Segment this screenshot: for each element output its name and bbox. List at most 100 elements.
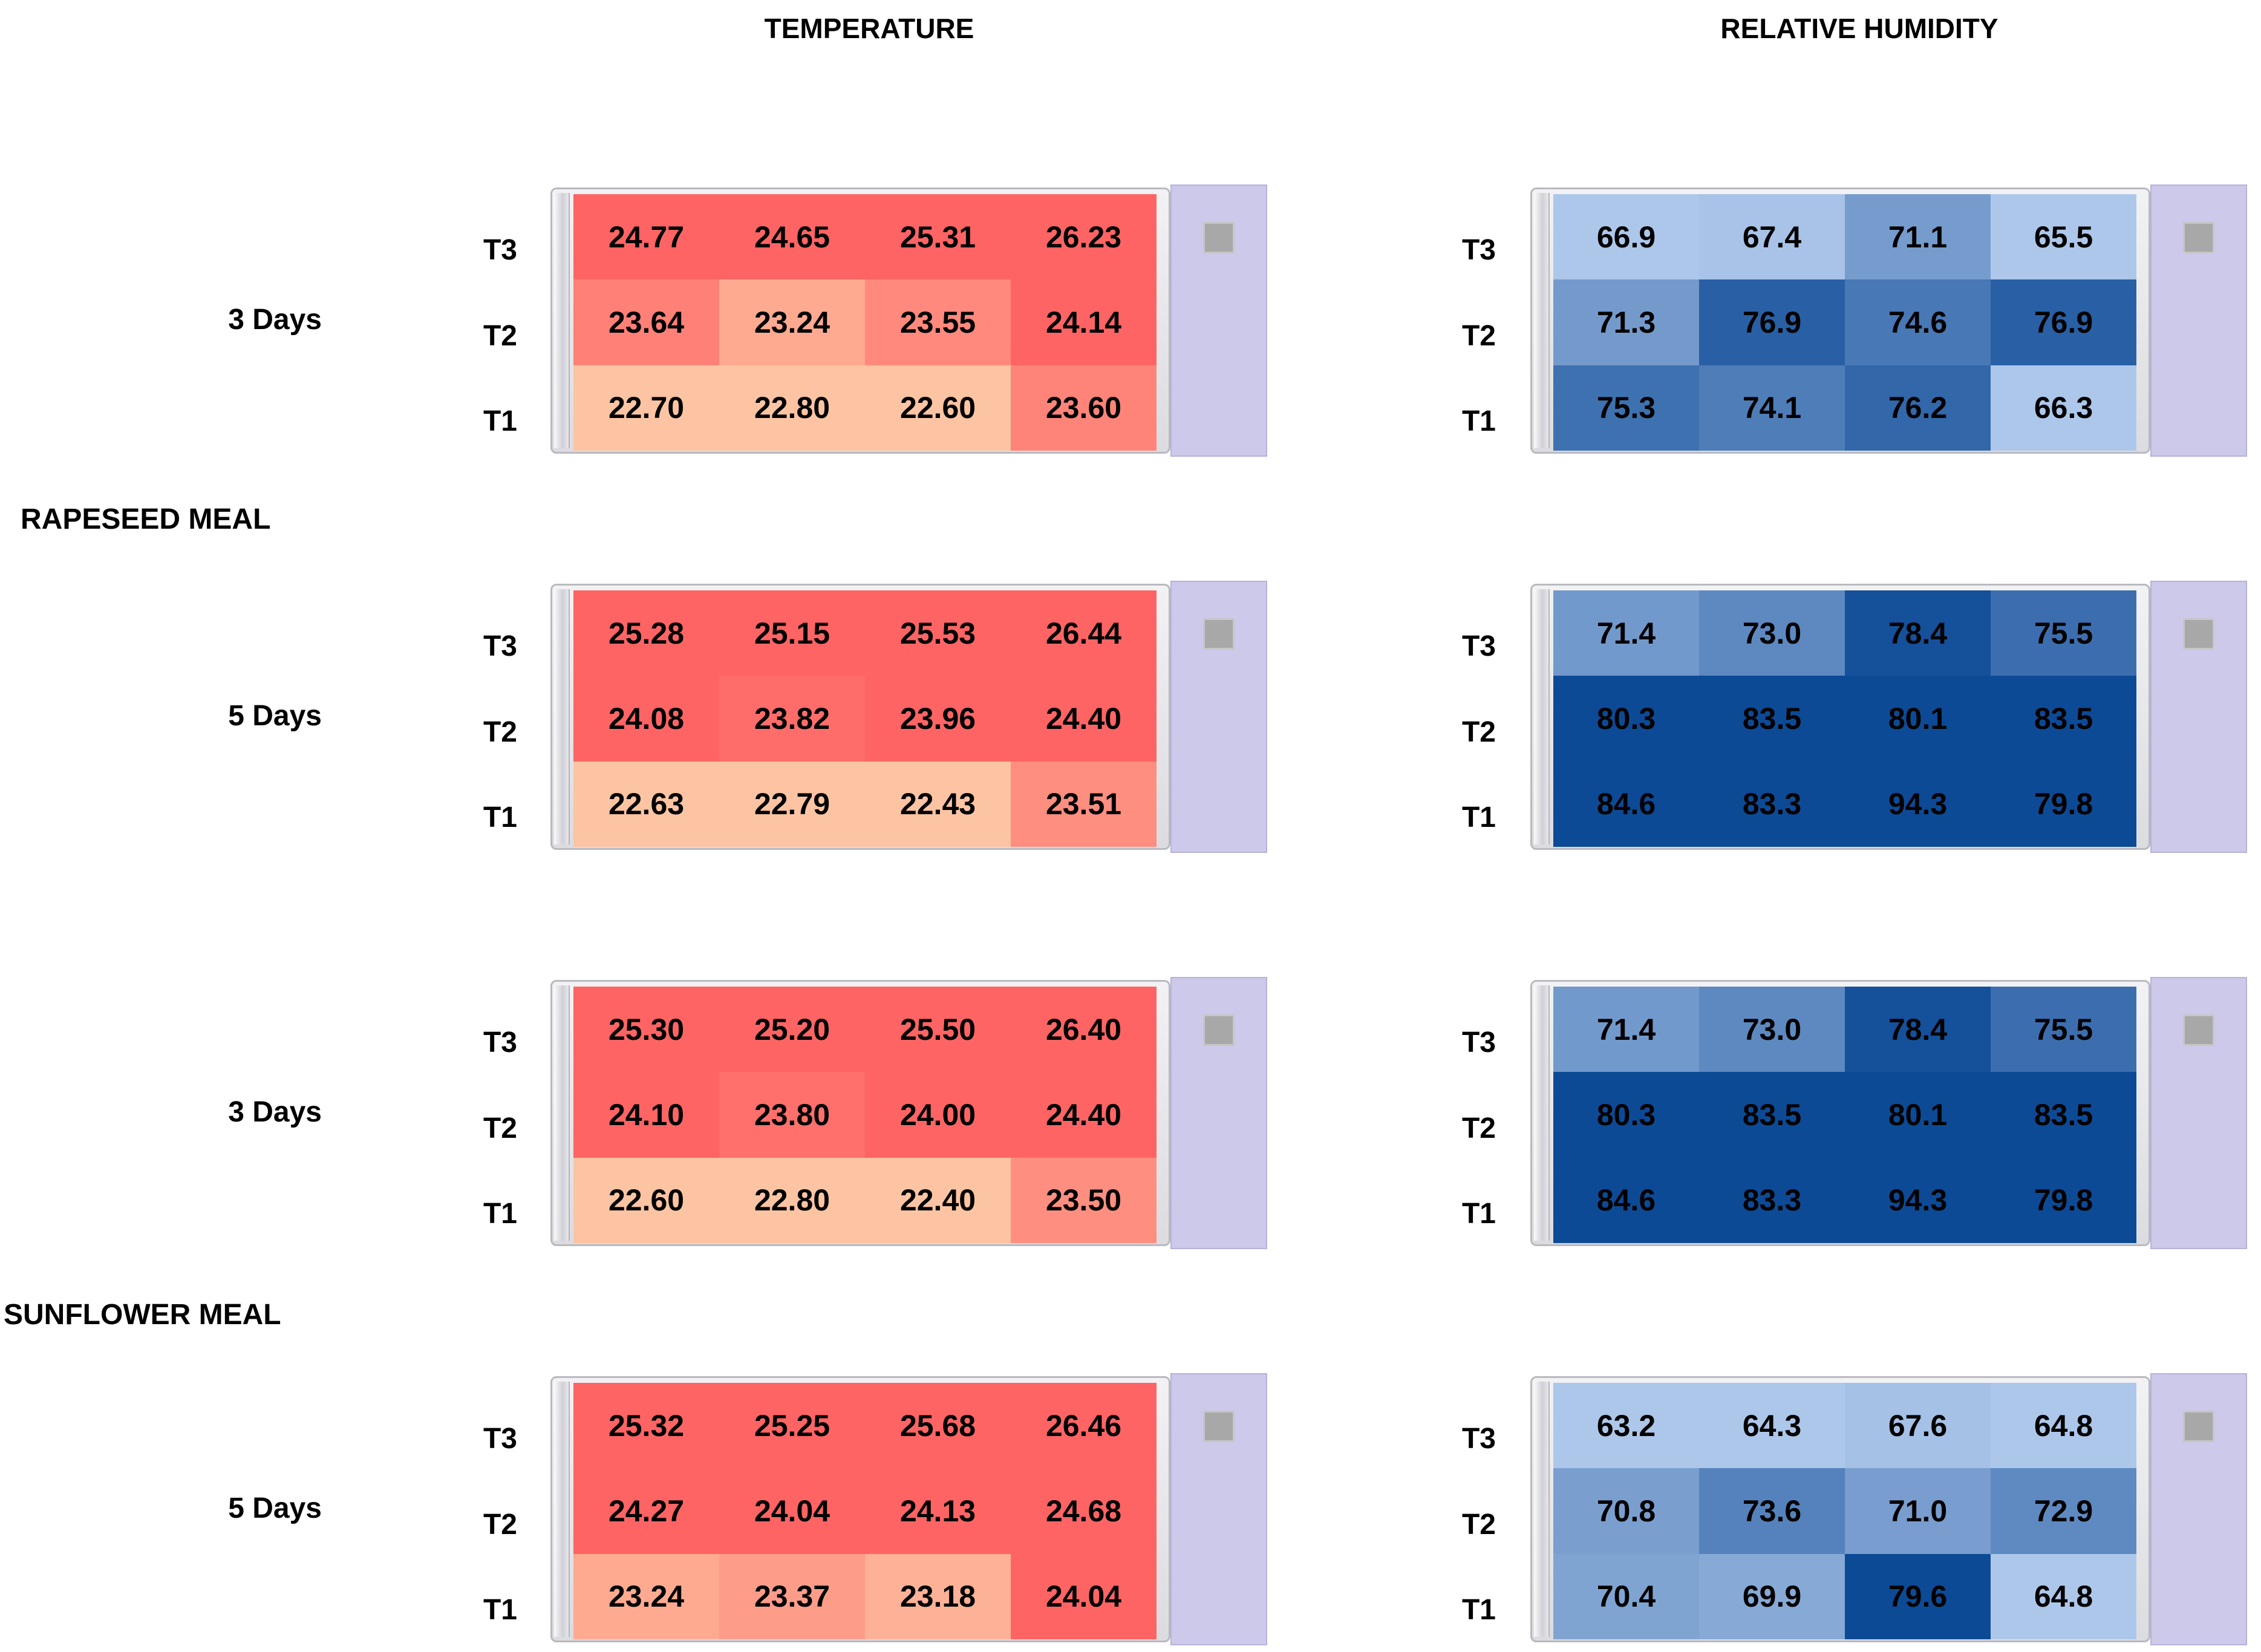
door-marker (1203, 1014, 1235, 1046)
door-marker (2183, 222, 2214, 253)
temperature-heatmap-cell: 24.77 (573, 194, 719, 280)
temperature-heatmap-cell: 24.13 (865, 1468, 1011, 1554)
panel-rail (554, 589, 570, 844)
humidity-heatmap-cell: 70.4 (1553, 1553, 1699, 1639)
humidity-heatmap-cell: 79.8 (1991, 1157, 2136, 1243)
humidity-heatmap-cell: 67.4 (1699, 194, 1845, 280)
temperature-heatmap-cell: 25.53 (865, 590, 1011, 676)
humidity-heatmap-cell: 94.3 (1845, 761, 1991, 847)
humidity-heatmap-cell: 71.1 (1845, 194, 1991, 280)
temperature-heatmap-cell: 24.68 (1011, 1468, 1157, 1554)
panel-door (2150, 581, 2247, 853)
humidity-heatmap-cell: 79.8 (1991, 761, 2136, 847)
temperature-heatmap-cell: 25.32 (573, 1383, 719, 1469)
temperature-row-label: T2 (483, 1509, 517, 1541)
temperature-heatmap-cell: 22.60 (573, 1157, 719, 1243)
temperature-heatmap-cell: 24.04 (719, 1468, 865, 1554)
temperature-heatmap-cell: 23.82 (719, 676, 865, 762)
temperature-heatmap-cell: 22.40 (865, 1157, 1011, 1243)
humidity-row-label: T3 (1461, 1027, 1496, 1059)
temperature-heatmap-cell: 23.96 (865, 676, 1011, 762)
humidity-heatmap-cell: 63.2 (1553, 1383, 1699, 1469)
temperature-heatmap-cell: 24.14 (1011, 279, 1157, 365)
humidity-row-label: T3 (1461, 1423, 1496, 1455)
humidity-heatmap-cell: 74.6 (1845, 279, 1991, 365)
temperature-column-title: TEMPERATURE (764, 13, 974, 44)
humidity-heatmap-cell: 76.9 (1699, 279, 1845, 365)
temperature-heatmap-cell: 25.30 (573, 987, 719, 1072)
humidity-cell-grid: 71.4 73.0 78.4 75.5 80.3 83.5 80.1 83.5 84.6 83.3… (1553, 590, 2136, 847)
temperature-heatmap-panel: 25.30 25.20 25.50 26.40 24.10 23.80 24.00 24.40… (550, 977, 1267, 1249)
humidity-heatmap-cell: 83.3 (1699, 761, 1845, 847)
humidity-row-label: T1 (1461, 405, 1496, 437)
temperature-row-label: T1 (483, 1198, 517, 1230)
temperature-row-label: T3 (483, 234, 517, 266)
temperature-heatmap-cell: 23.80 (719, 1072, 865, 1158)
temperature-heatmap-cell: 22.80 (719, 1157, 865, 1243)
humidity-heatmap-cell: 75.5 (1991, 987, 2136, 1072)
humidity-heatmap-panel: 63.2 64.3 67.6 64.8 70.8 73.6 71.0 72.9 70.4 69.9… (1530, 1373, 2247, 1645)
panel-door (1170, 581, 1267, 853)
temperature-heatmap-cell: 23.51 (1011, 761, 1157, 847)
humidity-heatmap-cell: 83.5 (1699, 676, 1845, 762)
humidity-row-label: T3 (1461, 234, 1496, 266)
temperature-heatmap-cell: 23.24 (573, 1553, 719, 1639)
humidity-cell-grid: 66.9 67.4 71.1 65.5 71.3 76.9 74.6 76.9 75.3 74.1… (1553, 194, 2136, 451)
humidity-heatmap-cell: 72.9 (1991, 1468, 2136, 1554)
humidity-heatmap-cell: 83.3 (1699, 1157, 1845, 1243)
humidity-row-label: T2 (1461, 1509, 1496, 1541)
humidity-heatmap-cell: 74.1 (1699, 365, 1845, 451)
humidity-cell-grid: 71.4 73.0 78.4 75.5 80.3 83.5 80.1 83.5 84.6 83.3… (1553, 987, 2136, 1243)
temperature-heatmap-cell: 26.40 (1011, 987, 1157, 1072)
humidity-heatmap-cell: 78.4 (1845, 987, 1991, 1072)
humidity-heatmap-panel: 71.4 73.0 78.4 75.5 80.3 83.5 80.1 83.5 84.6 83.3… (1530, 977, 2247, 1249)
temperature-heatmap-cell: 22.63 (573, 761, 719, 847)
temperature-heatmap-cell: 26.23 (1011, 194, 1157, 280)
temperature-heatmap-cell: 26.44 (1011, 590, 1157, 676)
temperature-row-label: T2 (483, 320, 517, 352)
temperature-heatmap-cell: 22.70 (573, 365, 719, 451)
humidity-heatmap-cell: 80.1 (1845, 676, 1991, 762)
panel-rail (554, 985, 570, 1241)
temperature-row-label: T2 (483, 716, 517, 748)
temperature-heatmap-cell: 24.08 (573, 676, 719, 762)
door-marker (1203, 618, 1235, 650)
temperature-heatmap-cell: 23.60 (1011, 365, 1157, 451)
humidity-heatmap-cell: 66.9 (1553, 194, 1699, 280)
humidity-heatmap-cell: 84.6 (1553, 761, 1699, 847)
door-marker (2183, 1411, 2214, 1442)
door-marker (2183, 1014, 2214, 1046)
humidity-heatmap-cell: 65.5 (1991, 194, 2136, 280)
humidity-heatmap-cell: 71.0 (1845, 1468, 1991, 1554)
panel-rail (554, 1382, 570, 1637)
temperature-cell-grid: 25.30 25.20 25.50 26.40 24.10 23.80 24.00 24.40… (573, 987, 1157, 1243)
humidity-row-label: T3 (1461, 630, 1496, 662)
temperature-heatmap-cell: 25.31 (865, 194, 1011, 280)
panel-door (1170, 977, 1267, 1249)
humidity-heatmap-cell: 70.8 (1553, 1468, 1699, 1554)
door-marker (1203, 1411, 1235, 1442)
humidity-row-label: T1 (1461, 802, 1496, 834)
duration-label: 5 Days (228, 700, 322, 732)
humidity-heatmap-cell: 66.3 (1991, 365, 2136, 451)
duration-label: 3 Days (228, 304, 322, 336)
temperature-heatmap-cell: 23.18 (865, 1553, 1011, 1639)
temperature-heatmap-cell: 23.24 (719, 279, 865, 365)
temperature-heatmap-cell: 24.04 (1011, 1553, 1157, 1639)
humidity-heatmap-panel: 66.9 67.4 71.1 65.5 71.3 76.9 74.6 76.9 75.3 74.1… (1530, 184, 2247, 457)
temperature-heatmap-cell: 25.20 (719, 987, 865, 1072)
humidity-heatmap-cell: 83.5 (1991, 676, 2136, 762)
humidity-row-label: T1 (1461, 1594, 1496, 1626)
temperature-heatmap-cell: 25.50 (865, 987, 1011, 1072)
humidity-heatmap-cell: 83.5 (1699, 1072, 1845, 1158)
temperature-row-label: T3 (483, 1423, 517, 1455)
humidity-row-label: T2 (1461, 1112, 1496, 1144)
temperature-heatmap-cell: 24.27 (573, 1468, 719, 1554)
humidity-heatmap-cell: 71.3 (1553, 279, 1699, 365)
temperature-row-label: T3 (483, 1027, 517, 1059)
humidity-heatmap-cell: 94.3 (1845, 1157, 1991, 1243)
temperature-cell-grid: 25.32 25.25 25.68 26.46 24.27 24.04 24.13 24.68… (573, 1383, 1157, 1639)
group-label: SUNFLOWER MEAL (4, 1299, 281, 1331)
temperature-heatmap-cell: 24.65 (719, 194, 865, 280)
temperature-heatmap-cell: 26.46 (1011, 1383, 1157, 1469)
